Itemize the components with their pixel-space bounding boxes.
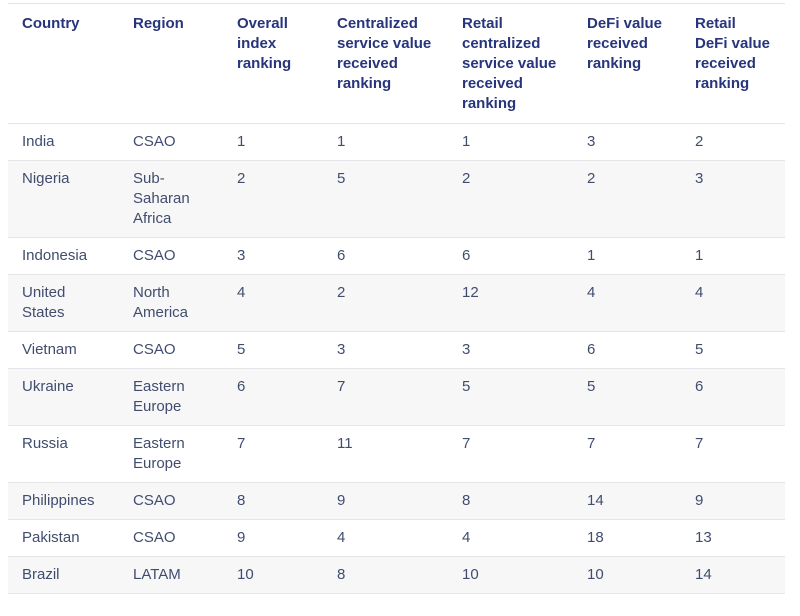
table-cell: 11 bbox=[337, 435, 353, 452]
column-header-retail-defi-value-received-ranking: Retail DeFi value received ranking bbox=[681, 3, 785, 124]
table-cell: 7 bbox=[587, 435, 596, 452]
table-cell: 8 bbox=[462, 492, 471, 509]
table-cell: Indonesia bbox=[22, 247, 88, 264]
table-cell: 3 bbox=[237, 247, 246, 264]
table-cell: Sub-Saharan Africa bbox=[133, 170, 190, 227]
table-cell: 9 bbox=[695, 492, 704, 509]
table-cell: 6 bbox=[695, 378, 704, 395]
table-cell: 7 bbox=[695, 435, 704, 452]
table-cell: 6 bbox=[237, 378, 246, 395]
table-row: India CSAO 1 1 1 3 2 bbox=[8, 123, 785, 161]
table-cell: 3 bbox=[337, 341, 346, 358]
table-cell: 4 bbox=[587, 284, 596, 301]
table-cell: 5 bbox=[462, 378, 471, 395]
table-cell: 12 bbox=[462, 284, 479, 301]
table-cell: 1 bbox=[462, 133, 471, 150]
column-header-defi-value-received-ranking: DeFi value received ranking bbox=[573, 3, 681, 124]
table-cell: 3 bbox=[462, 341, 471, 358]
table-row: Nigeria Sub-Saharan Africa 2 5 2 2 3 bbox=[8, 160, 785, 238]
table-cell: 2 bbox=[237, 170, 246, 187]
table-row: Russia Eastern Europe 7 11 7 7 7 bbox=[8, 425, 785, 483]
table-cell: 7 bbox=[462, 435, 471, 452]
table-cell: LATAM bbox=[133, 566, 181, 583]
table-row: Brazil LATAM 10 8 10 10 14 bbox=[8, 556, 785, 594]
table-cell: CSAO bbox=[133, 133, 176, 150]
table-cell: 6 bbox=[587, 341, 596, 358]
table-cell: 4 bbox=[237, 284, 246, 301]
table-cell: Ukraine bbox=[22, 378, 74, 395]
table-cell: 4 bbox=[462, 529, 471, 546]
table-cell: 8 bbox=[337, 566, 346, 583]
table-cell: Russia bbox=[22, 435, 68, 452]
table-cell: CSAO bbox=[133, 247, 176, 264]
table-cell: Brazil bbox=[22, 566, 60, 583]
table-cell: 1 bbox=[587, 247, 596, 264]
column-header-retail-centralized-service-value-received-ranking: Retail centralized service value receive… bbox=[448, 3, 573, 124]
table-cell: 4 bbox=[695, 284, 704, 301]
table-cell: 13 bbox=[695, 529, 712, 546]
table-cell: 6 bbox=[337, 247, 346, 264]
table-cell: 7 bbox=[237, 435, 246, 452]
table-cell: Eastern Europe bbox=[133, 435, 185, 472]
table-cell: 5 bbox=[587, 378, 596, 395]
table-cell: United States bbox=[22, 284, 66, 321]
table-cell: 5 bbox=[337, 170, 346, 187]
table-row: Vietnam CSAO 5 3 3 6 5 bbox=[8, 331, 785, 369]
table-cell: 1 bbox=[337, 133, 346, 150]
table-cell: 2 bbox=[587, 170, 596, 187]
table-cell: Pakistan bbox=[22, 529, 80, 546]
column-header-country: Country bbox=[8, 3, 119, 124]
table-cell: 2 bbox=[337, 284, 346, 301]
table-cell: 4 bbox=[337, 529, 346, 546]
table-row: United States North America 4 2 12 4 4 bbox=[8, 274, 785, 332]
table-cell: Vietnam bbox=[22, 341, 77, 358]
column-header-region: Region bbox=[119, 3, 223, 124]
table-row: Pakistan CSAO 9 4 4 18 13 bbox=[8, 519, 785, 557]
header-row: Country Region Overall index ranking Cen… bbox=[8, 3, 785, 124]
table-cell: 14 bbox=[695, 566, 712, 583]
table-cell: 18 bbox=[587, 529, 604, 546]
table-row: Philippines CSAO 8 9 8 14 9 bbox=[8, 482, 785, 520]
table-header: Country Region Overall index ranking Cen… bbox=[8, 3, 785, 124]
table-cell: 3 bbox=[587, 133, 596, 150]
table-cell: 6 bbox=[462, 247, 471, 264]
table-cell: 10 bbox=[237, 566, 254, 583]
table-cell: North America bbox=[133, 284, 189, 321]
table-cell: 14 bbox=[587, 492, 604, 509]
table-cell: 5 bbox=[695, 341, 704, 358]
column-header-centralized-service-value-received-ranking: Centralized service value received ranki… bbox=[323, 3, 448, 124]
table-cell: 9 bbox=[337, 492, 346, 509]
table-cell: Eastern Europe bbox=[133, 378, 185, 415]
table-cell: 1 bbox=[695, 247, 704, 264]
table-cell: 1 bbox=[237, 133, 246, 150]
table-cell: CSAO bbox=[133, 492, 176, 509]
rankings-table-container: Country Region Overall index ranking Cen… bbox=[8, 3, 785, 594]
column-header-overall-index-ranking: Overall index ranking bbox=[223, 3, 323, 124]
rankings-table: Country Region Overall index ranking Cen… bbox=[8, 3, 785, 594]
table-row: Ukraine Eastern Europe 6 7 5 5 6 bbox=[8, 368, 785, 426]
table-cell: Nigeria bbox=[22, 170, 70, 187]
table-cell: 2 bbox=[695, 133, 704, 150]
table-cell: 3 bbox=[695, 170, 704, 187]
table-cell: 8 bbox=[237, 492, 246, 509]
table-cell: CSAO bbox=[133, 529, 176, 546]
table-cell: 10 bbox=[587, 566, 604, 583]
table-cell: 9 bbox=[237, 529, 246, 546]
table-cell: Philippines bbox=[22, 492, 95, 509]
table-cell: CSAO bbox=[133, 341, 176, 358]
table-cell: 7 bbox=[337, 378, 346, 395]
table-body: India CSAO 1 1 1 3 2 Nigeria Sub-Saharan Africa 2… bbox=[8, 123, 785, 594]
table-cell: 5 bbox=[237, 341, 246, 358]
table-row: Indonesia CSAO 3 6 6 1 1 bbox=[8, 237, 785, 275]
table-cell: 2 bbox=[462, 170, 471, 187]
table-cell: India bbox=[22, 133, 55, 150]
table-cell: 10 bbox=[462, 566, 479, 583]
